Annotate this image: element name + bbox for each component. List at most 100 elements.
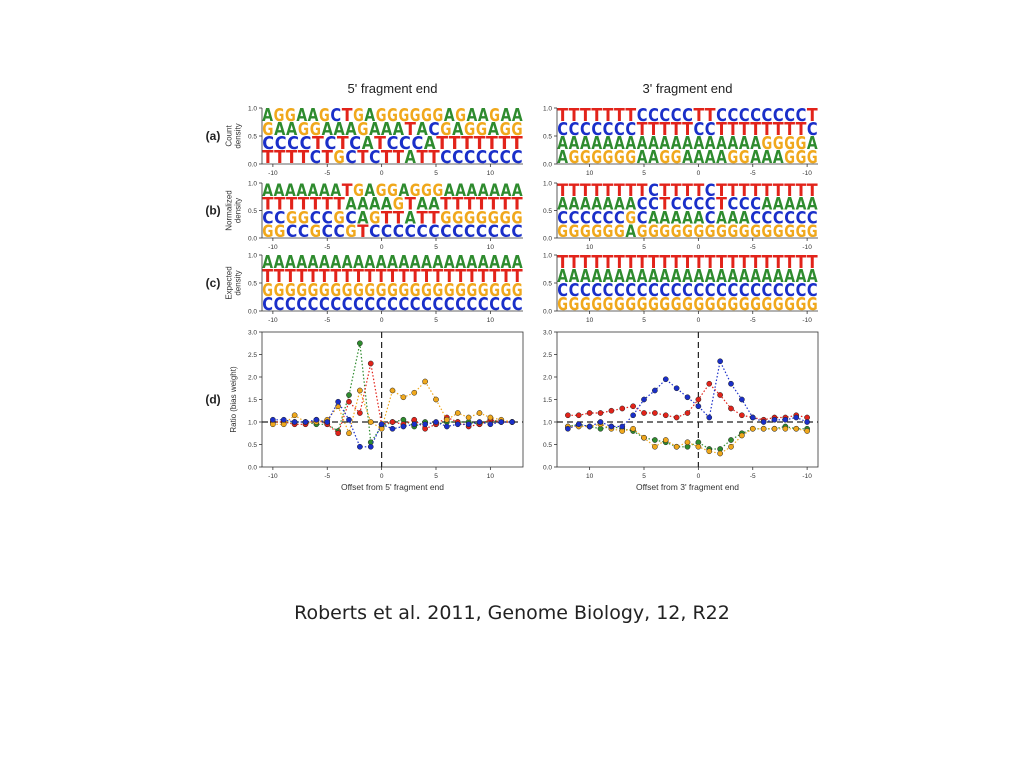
logo-letter: G [580,295,591,315]
data-point-C [335,398,341,405]
logo-letter: G [285,281,296,301]
logo-letter: C [428,120,439,140]
y-axis-title: Expected [225,266,234,299]
data-point-T [565,412,571,419]
logo-letter: C [762,208,773,228]
logo-letter: C [310,208,321,228]
logo-letter: C [728,195,739,215]
logo-letter: C [807,208,818,228]
logo-letter: A [557,195,568,215]
logo-letter: T [591,253,602,273]
data-point-T [695,396,702,403]
logo-letter: T [682,120,693,140]
logo-letter: C [648,106,659,126]
logo-letter: A [417,195,429,215]
logo-letter: A [682,134,693,154]
logo-letter: C [440,222,451,242]
logo-letter: G [807,295,818,315]
logo-letter: G [648,222,659,242]
logo-letter: C [286,222,297,242]
logo-letter: A [345,195,357,215]
logo-letter: A [693,208,704,228]
logo-letter: A [364,253,375,273]
logo-letter: T [342,106,353,126]
logo-letter: C [637,106,648,126]
logo-letter: G [387,181,398,201]
logo-letter: G [455,281,466,301]
data-point-T [641,410,647,416]
logo-letter: G [421,106,432,126]
logo-letter: G [659,222,670,242]
data-point-G [695,443,702,450]
x-tick-label: 0 [380,244,384,251]
logo-letter: T [716,120,727,140]
logo-letter: G [784,295,795,315]
logo-letter: C [398,295,409,315]
logo-letter: T [381,148,392,168]
logo-letter: T [796,120,807,140]
logo-letter: T [262,267,273,287]
y-tick-label: 0.0 [248,309,257,316]
logo-letter: C [603,120,614,140]
logo-letter: T [591,106,602,126]
logo-letter: C [603,208,614,228]
logo-letter: A [488,120,500,140]
logo-letter: A [693,148,704,168]
data-point-T [597,410,604,416]
logo-letter: T [693,253,704,273]
logo-letter: T [739,253,750,273]
logo-letter: C [693,195,704,215]
logo-letter: C [796,106,807,126]
logo-letter: T [342,181,353,201]
logo-letter: A [705,267,716,287]
logo-letter: C [648,181,659,201]
logo-letter: G [705,295,716,315]
logo-letter: C [262,295,273,315]
logo-letter: T [637,253,648,273]
logo-letter: A [286,120,298,140]
logo-letter: T [739,120,750,140]
logo-letter: A [369,120,381,140]
logo-letter: C [693,120,704,140]
x-tick-label: 0 [697,170,701,177]
data-point-G [673,443,680,450]
logo-letter: A [489,253,500,273]
x-tick-label: 5 [434,244,438,251]
logo-letter: A [478,253,489,273]
logo-letter: C [275,134,287,154]
y-tick-label: 0.5 [543,134,552,141]
y-tick-label: 1.0 [248,181,257,188]
logo-letter: G [557,222,568,242]
logo-letter: G [591,295,602,315]
logo-letter: A [716,148,727,168]
logo-letter: G [569,222,580,242]
logo-letter: A [444,253,455,273]
data-point-C [454,421,461,428]
logo-letter: A [393,120,405,140]
logo-letter: C [322,208,333,228]
data-point-T [684,410,691,416]
logo-letter: C [399,134,411,154]
x-tick-label: -10 [268,473,278,480]
logo-letter: C [693,281,704,301]
y-tick-label: 1.0 [543,420,552,427]
logo-letter: T [286,195,298,215]
logo-letter: A [557,134,568,154]
logo-letter: A [625,195,636,215]
logo-letter: T [637,181,648,201]
logo-letter: A [357,195,369,215]
logo-letter: A [285,253,296,273]
logo-letter: A [274,253,285,273]
logo-letter: T [557,106,568,126]
logo-letter: A [428,195,440,215]
logo-letter: A [705,134,716,154]
logo-letter: C [580,120,591,140]
data-point-C [597,419,604,425]
logo-letter: G [286,208,297,228]
logo-letter: G [398,281,409,301]
data-point-C [465,421,472,428]
logo-letter: A [580,134,591,154]
logo-letter: C [333,222,344,242]
logo-letter: T [773,120,784,140]
data-point-G [465,414,472,421]
